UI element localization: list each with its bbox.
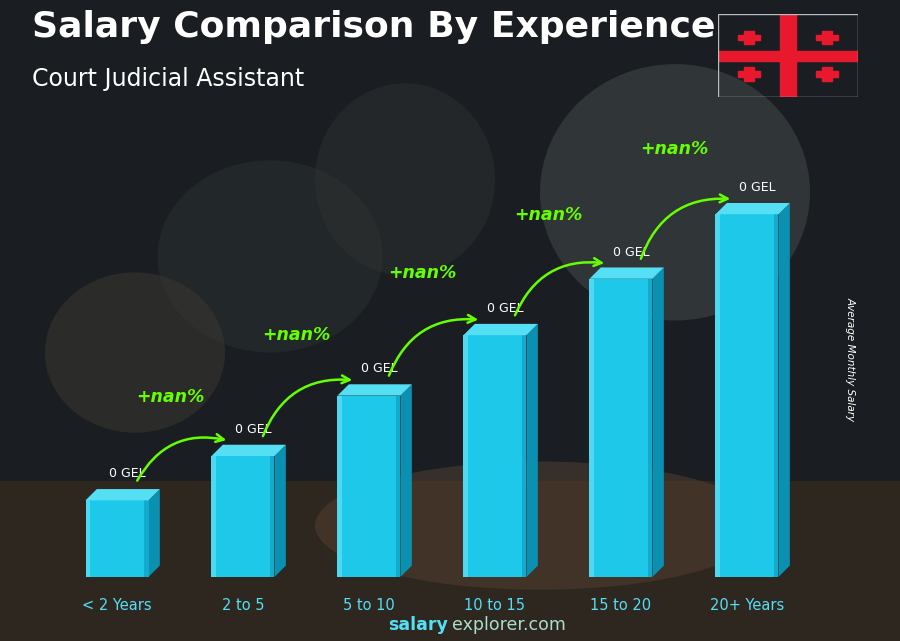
Polygon shape (212, 445, 286, 456)
Bar (716, 214, 720, 577)
Bar (270, 456, 274, 577)
Bar (648, 279, 652, 577)
Bar (464, 335, 468, 577)
Polygon shape (778, 203, 790, 577)
Text: Court Judicial Assistant: Court Judicial Assistant (32, 67, 304, 91)
Bar (774, 214, 778, 577)
Text: < 2 Years: < 2 Years (82, 598, 152, 613)
Polygon shape (526, 324, 538, 577)
Ellipse shape (45, 272, 225, 433)
Text: 0 GEL: 0 GEL (739, 181, 776, 194)
Bar (338, 395, 400, 577)
Text: salary: salary (388, 616, 448, 634)
Bar (744, 67, 754, 81)
Bar (822, 31, 832, 44)
Text: Salary Comparison By Experience: Salary Comparison By Experience (32, 10, 715, 44)
Bar (396, 395, 400, 577)
Bar (738, 35, 760, 40)
Bar (0, 481, 900, 641)
Text: +nan%: +nan% (640, 140, 708, 158)
Text: explorer.com: explorer.com (452, 616, 566, 634)
Bar (86, 501, 90, 577)
Bar (338, 395, 342, 577)
Bar (464, 335, 526, 577)
Ellipse shape (540, 64, 810, 321)
Polygon shape (464, 324, 538, 335)
Bar (779, 14, 796, 97)
Text: 0 GEL: 0 GEL (235, 423, 272, 436)
Text: 0 GEL: 0 GEL (613, 246, 650, 258)
Bar (590, 279, 594, 577)
Ellipse shape (158, 160, 382, 353)
Text: +nan%: +nan% (388, 264, 456, 283)
Bar (718, 51, 858, 61)
Bar (738, 71, 760, 77)
Bar (212, 456, 216, 577)
Polygon shape (716, 203, 790, 214)
Text: +nan%: +nan% (136, 388, 204, 406)
Text: 10 to 15: 10 to 15 (464, 598, 526, 613)
Text: +nan%: +nan% (262, 326, 330, 344)
Bar (815, 71, 838, 77)
Polygon shape (338, 385, 412, 395)
Polygon shape (274, 445, 286, 577)
Text: Average Monthly Salary: Average Monthly Salary (845, 297, 856, 421)
Polygon shape (86, 489, 160, 501)
Text: 0 GEL: 0 GEL (109, 467, 146, 480)
Bar (144, 501, 148, 577)
Bar (522, 335, 526, 577)
Polygon shape (400, 385, 412, 577)
Polygon shape (590, 267, 664, 279)
Bar (86, 501, 148, 577)
Polygon shape (148, 489, 160, 577)
Text: 5 to 10: 5 to 10 (343, 598, 395, 613)
Text: 0 GEL: 0 GEL (487, 302, 524, 315)
Bar (590, 279, 652, 577)
Bar (212, 456, 274, 577)
Text: +nan%: +nan% (514, 206, 582, 224)
Bar (744, 31, 754, 44)
Text: 15 to 20: 15 to 20 (590, 598, 652, 613)
Bar (716, 214, 778, 577)
Text: 20+ Years: 20+ Years (710, 598, 784, 613)
Polygon shape (652, 267, 664, 577)
Text: 2 to 5: 2 to 5 (221, 598, 265, 613)
Text: 0 GEL: 0 GEL (361, 362, 398, 376)
Ellipse shape (315, 83, 495, 276)
Ellipse shape (315, 462, 765, 590)
Bar (815, 35, 838, 40)
Bar (822, 67, 832, 81)
